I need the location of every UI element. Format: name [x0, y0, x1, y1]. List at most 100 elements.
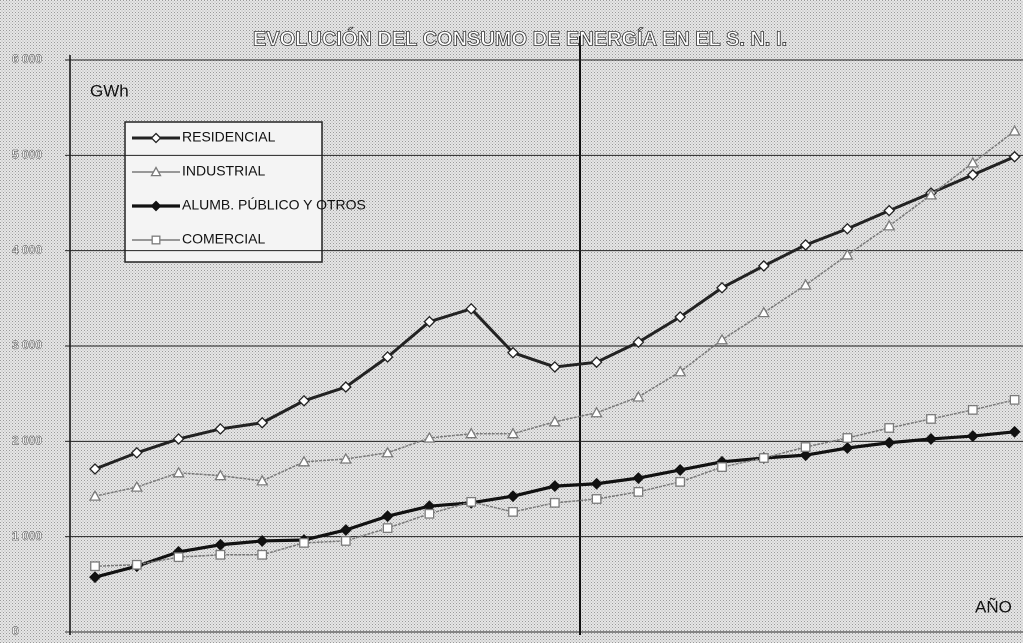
marker [966, 156, 979, 168]
legend-label: ALUMB. PÚBLICO Y OTROS [182, 197, 366, 213]
marker [967, 404, 978, 415]
marker [883, 219, 896, 231]
y-tick-label: 6 000 [12, 52, 42, 66]
marker [800, 442, 811, 452]
marker [90, 561, 100, 572]
marker [757, 260, 770, 272]
legend-label: RESIDENCIAL [182, 129, 276, 145]
y-tick-label: 3 000 [12, 338, 42, 352]
marker [173, 552, 184, 563]
marker [966, 430, 979, 443]
marker [841, 248, 854, 260]
marker [257, 549, 268, 560]
marker [883, 436, 896, 449]
marker [841, 442, 854, 454]
marker [674, 365, 687, 377]
marker [299, 537, 309, 548]
marker [632, 472, 645, 484]
marker [674, 311, 687, 323]
marker [89, 571, 101, 584]
marker [675, 476, 686, 487]
marker [466, 496, 477, 507]
marker [590, 356, 603, 369]
marker [298, 394, 310, 407]
y-tick-label: 2 000 [12, 434, 42, 448]
legend-marker [150, 166, 162, 177]
marker [381, 446, 394, 458]
marker [506, 427, 520, 439]
marker [507, 490, 519, 503]
marker [884, 423, 895, 433]
marker [548, 480, 561, 493]
marker [215, 549, 226, 560]
y-tick-label: 5 000 [12, 148, 42, 162]
x-axis-label: AÑO [975, 597, 1012, 616]
marker [130, 480, 143, 492]
marker [339, 524, 352, 536]
marker [381, 510, 394, 523]
marker [172, 433, 185, 445]
marker [925, 433, 937, 445]
marker [1009, 394, 1020, 405]
marker [88, 489, 102, 501]
marker [757, 306, 770, 318]
marker [172, 466, 185, 478]
marker [590, 406, 603, 418]
marker [715, 333, 729, 345]
marker [591, 494, 602, 504]
marker [632, 336, 645, 349]
marker [799, 278, 812, 290]
marker [214, 538, 227, 551]
marker [1008, 150, 1021, 163]
marker [716, 281, 728, 294]
marker [674, 464, 687, 476]
marker [883, 204, 896, 217]
marker [633, 486, 644, 497]
marker [256, 416, 269, 429]
marker [842, 433, 853, 443]
marker [256, 474, 269, 486]
marker [717, 462, 727, 472]
marker [214, 469, 227, 481]
marker [89, 463, 101, 475]
marker [424, 508, 435, 519]
marker [548, 361, 561, 373]
y-axis-label: GWh [90, 81, 129, 100]
marker [340, 536, 351, 546]
legend-label: INDUSTRIAL [182, 163, 265, 179]
marker [1008, 124, 1021, 136]
marker [1008, 425, 1021, 438]
legend-marker [150, 132, 162, 144]
marker [549, 497, 560, 508]
marker [423, 315, 436, 328]
marker [507, 346, 519, 359]
marker [214, 423, 227, 435]
chart-title: EVOLUCIÓN DEL CONSUMO DE ENERGÍA EN EL S… [253, 26, 787, 50]
marker [966, 168, 979, 181]
marker [381, 351, 394, 363]
marker [924, 188, 938, 200]
marker [841, 222, 854, 235]
marker [297, 455, 311, 467]
marker [590, 477, 603, 490]
marker [508, 506, 518, 517]
marker [465, 302, 478, 315]
marker [465, 427, 478, 439]
legend [124, 121, 323, 263]
legend-marker [150, 200, 162, 212]
y-tick-label: 0 [12, 624, 19, 638]
marker [256, 535, 269, 547]
marker [758, 453, 769, 463]
marker [130, 446, 143, 459]
y-tick-label: 1 000 [12, 529, 42, 543]
marker [632, 390, 645, 402]
marker [131, 559, 142, 570]
marker [548, 415, 561, 427]
legend-label: COMERCIAL [182, 231, 265, 247]
y-tick-label: 4 000 [12, 243, 42, 257]
marker [799, 239, 812, 251]
marker [339, 381, 352, 393]
marker [926, 414, 936, 424]
